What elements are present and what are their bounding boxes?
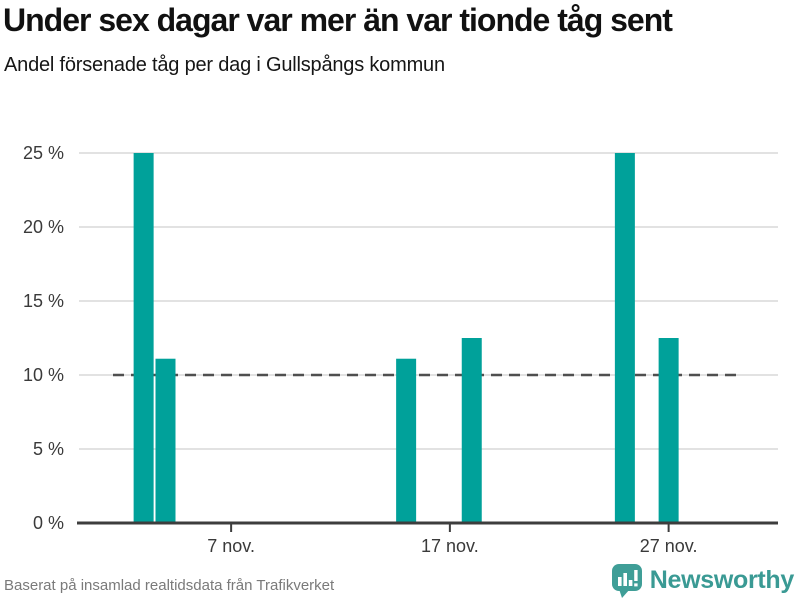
y-tick-label: 20 % (23, 217, 64, 237)
newsworthy-logo: Newsworthy (611, 563, 794, 598)
y-tick-label: 15 % (23, 291, 64, 311)
bar (396, 358, 417, 523)
page-subtitle: Andel försenade tåg per dag i Gullspångs… (4, 54, 445, 76)
bar (614, 153, 635, 523)
bar (461, 338, 482, 523)
source-note: Baserat på insamlad realtidsdata från Tr… (4, 577, 335, 594)
newsworthy-bubble-chart-icon (611, 564, 642, 598)
bar (658, 338, 679, 523)
y-tick-label: 10 % (23, 365, 64, 385)
y-tick-label: 25 % (23, 143, 64, 163)
x-tick-label: 7 nov. (207, 536, 255, 556)
bar (155, 358, 176, 523)
brand-name: Newsworthy (649, 566, 795, 594)
bar (133, 153, 154, 523)
page-title: Under sex dagar var mer än var tionde tå… (3, 2, 673, 38)
y-tick-label: 5 % (33, 439, 64, 459)
y-tick-label: 0 % (33, 513, 64, 533)
x-tick-label: 27 nov. (640, 536, 698, 556)
x-tick-label: 17 nov. (421, 536, 479, 556)
